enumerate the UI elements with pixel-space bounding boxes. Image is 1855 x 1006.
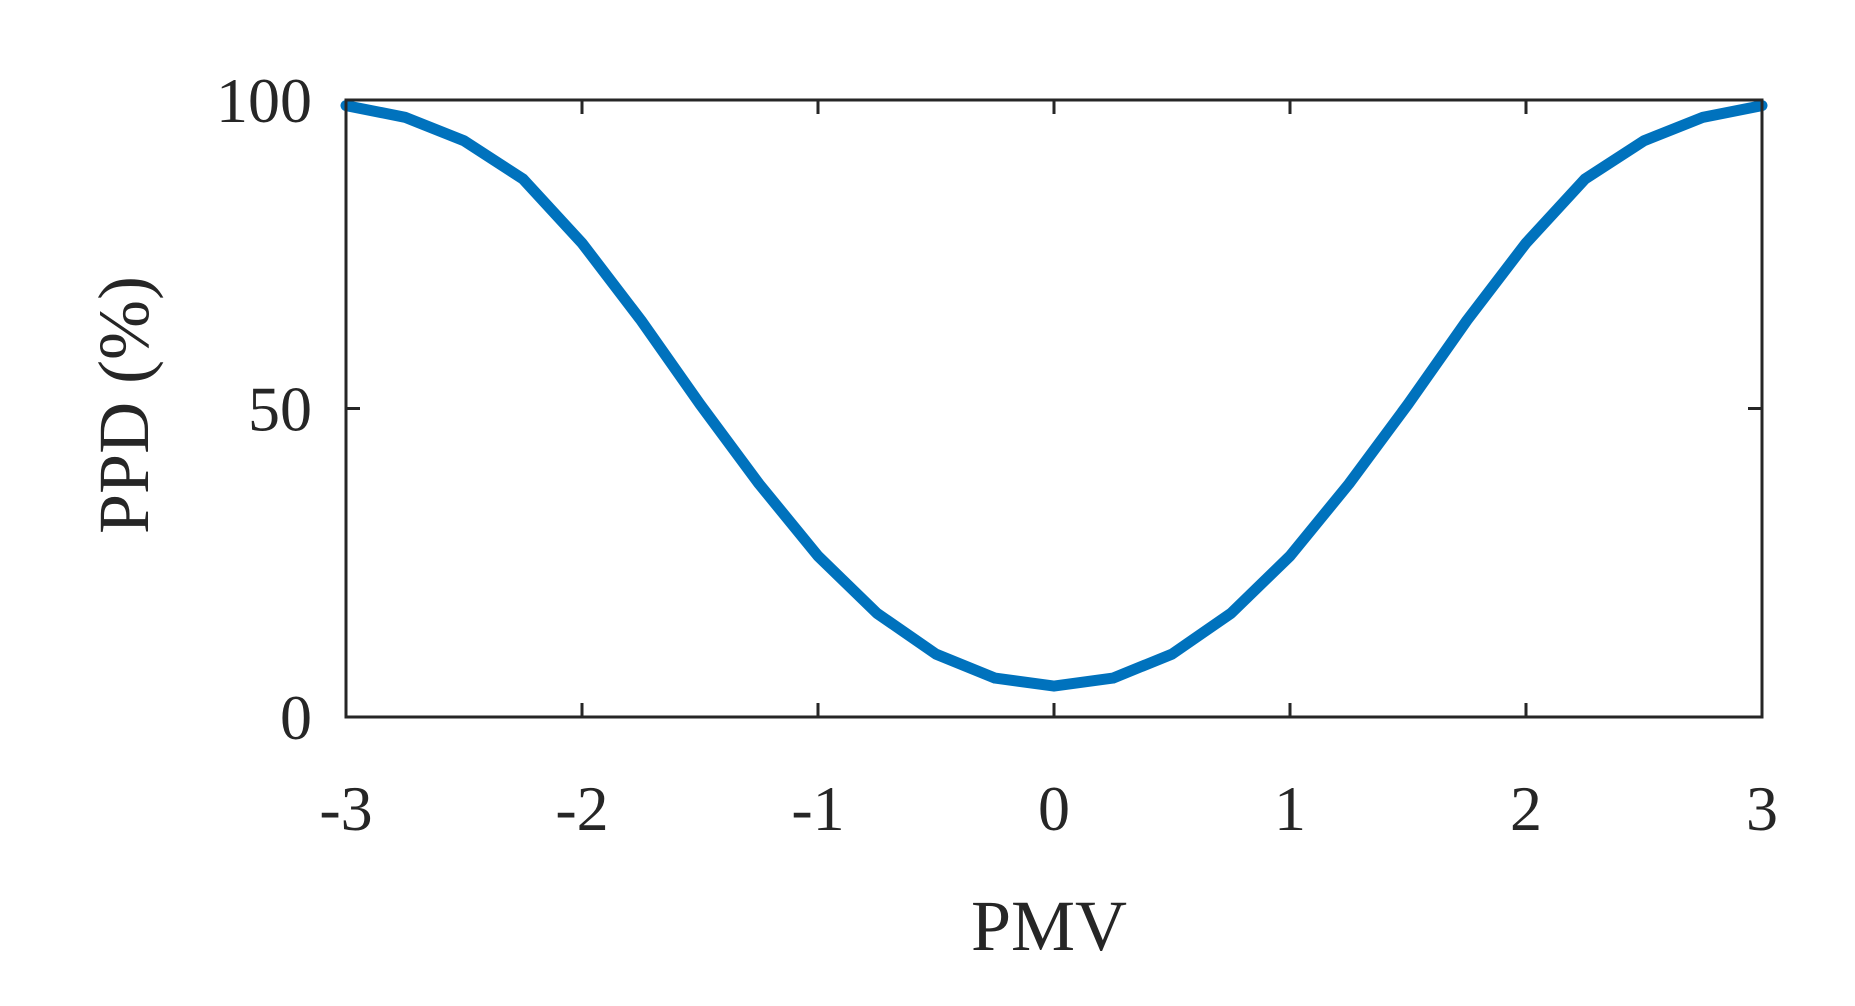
labels-layer: PMV PPD (%) -3 -2 -1 0 1 2 3 0 50 100 <box>84 65 1778 966</box>
y-tick-label: 0 <box>280 682 312 753</box>
y-axis-title: PPD (%) <box>84 276 164 534</box>
y-tick-label: 50 <box>248 374 312 445</box>
y-tick-label: 100 <box>216 65 312 136</box>
x-tick-label: -2 <box>555 773 608 844</box>
x-tick-label: -1 <box>791 773 844 844</box>
series-layer <box>340 100 1768 692</box>
axes-layer <box>344 98 1764 719</box>
x-tick-label: 2 <box>1510 773 1542 844</box>
axes-box <box>344 98 1764 719</box>
series-line-1 <box>340 100 1768 692</box>
x-tick-label: -3 <box>319 773 372 844</box>
x-tick-label: 0 <box>1038 773 1070 844</box>
x-tick-label: 1 <box>1274 773 1306 844</box>
x-tick-label: 3 <box>1746 773 1778 844</box>
x-axis-title: PMV <box>971 886 1127 966</box>
